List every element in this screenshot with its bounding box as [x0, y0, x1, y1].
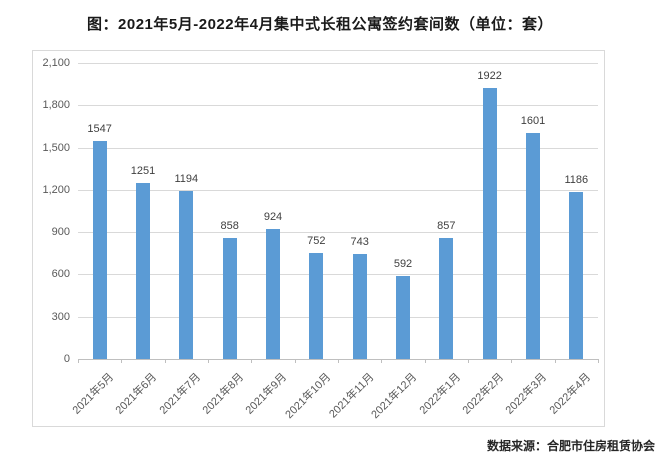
bar	[222, 238, 237, 359]
x-axis-tick	[424, 359, 426, 363]
x-axis-tick	[554, 359, 556, 363]
bar	[309, 253, 324, 359]
x-axis-label: 2021年5月	[70, 371, 117, 417]
bar	[92, 140, 107, 359]
y-axis-label: 900	[51, 226, 70, 239]
gridline	[78, 232, 598, 234]
data-label: 1251	[130, 164, 156, 177]
x-axis-tick	[208, 359, 209, 363]
gridline	[78, 274, 598, 276]
x-axis-tick	[511, 359, 513, 363]
data-label: 1194	[174, 172, 199, 185]
bar	[439, 238, 454, 359]
gridline	[78, 316, 598, 318]
data-label: 752	[307, 235, 326, 247]
data-source: 数据来源：合肥市住房租赁协会	[486, 439, 655, 453]
x-axis-tick	[164, 359, 166, 363]
x-axis-tick	[381, 359, 383, 363]
x-axis-label: 2022年4月	[547, 371, 593, 417]
data-label: 743	[350, 236, 369, 249]
chart-area: 2,100 1,800 1,500 1,200 900 600 300 0 1547 2021年5…	[32, 50, 605, 427]
data-label: 1547	[87, 122, 112, 135]
data-label: 857	[437, 220, 456, 233]
y-axis-label: 1,500	[42, 141, 70, 154]
x-axis-label: 2021年6月	[113, 371, 160, 417]
x-axis-tick	[294, 359, 296, 363]
gridline	[78, 63, 598, 64]
y-axis-label: 1,800	[42, 99, 70, 112]
x-axis-label: 2021年12月	[369, 371, 420, 422]
x-axis-tick	[78, 359, 79, 363]
bar	[179, 190, 194, 359]
x-axis-tick	[598, 359, 599, 363]
y-axis-label: 600	[51, 268, 70, 281]
x-axis-tick	[338, 359, 339, 363]
bar	[136, 182, 150, 359]
x-axis-tick	[121, 359, 123, 363]
x-axis-label: 2021年7月	[157, 371, 203, 417]
y-axis-label: 2,100	[42, 57, 70, 69]
x-axis-label: 2021年8月	[200, 371, 247, 417]
gridline	[78, 147, 598, 149]
x-axis-label: 2021年10月	[282, 371, 333, 422]
x-axis-label: 2022年2月	[460, 371, 507, 417]
x-axis-tick	[468, 359, 469, 363]
x-axis-label: 2022年1月	[417, 371, 463, 417]
bar	[266, 228, 280, 359]
bar	[482, 88, 497, 359]
y-axis-label: 300	[51, 310, 70, 323]
plot-area: 2,100 1,800 1,500 1,200 900 600 300 0 1547 2021年5…	[42, 57, 599, 421]
x-axis-label: 2022年3月	[503, 371, 550, 417]
data-label: 1186	[564, 173, 589, 186]
data-label: 1922	[477, 70, 502, 83]
bar	[569, 191, 584, 359]
bar	[396, 275, 410, 359]
gridline	[78, 105, 598, 107]
data-label: 924	[263, 210, 283, 223]
y-axis-label: 0	[63, 353, 70, 365]
data-label: 1601	[520, 115, 546, 128]
x-axis-tick	[251, 359, 253, 363]
chart-title: 图：2021年5月-2022年4月集中式长租公寓签约套间数（单位：套）	[87, 16, 553, 33]
gridline	[78, 189, 598, 191]
data-label: 592	[393, 257, 413, 270]
bar	[352, 254, 367, 359]
y-axis-label: 1,200	[42, 183, 70, 196]
bar	[526, 133, 540, 359]
data-label: 858	[220, 220, 239, 233]
